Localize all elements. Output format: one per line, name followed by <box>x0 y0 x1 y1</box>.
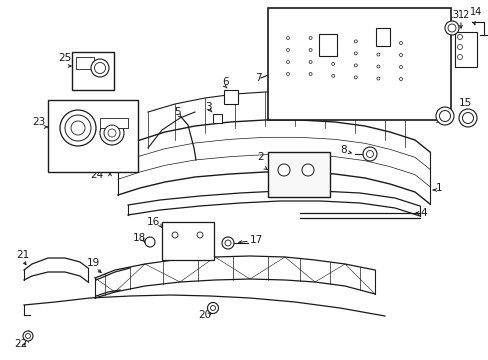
Circle shape <box>71 121 85 135</box>
Text: 14: 14 <box>469 7 481 17</box>
Circle shape <box>331 50 334 53</box>
Text: 18: 18 <box>133 233 146 243</box>
Text: 23: 23 <box>32 117 45 127</box>
Text: 7: 7 <box>254 73 261 83</box>
Circle shape <box>60 110 96 146</box>
Text: 11: 11 <box>436 98 449 108</box>
Circle shape <box>399 41 402 45</box>
Bar <box>76 57 94 69</box>
Circle shape <box>308 49 311 51</box>
Circle shape <box>462 112 472 123</box>
Circle shape <box>376 41 379 44</box>
Circle shape <box>331 62 334 66</box>
Text: 5: 5 <box>174 107 180 117</box>
Circle shape <box>222 237 234 249</box>
Bar <box>100 118 128 128</box>
Circle shape <box>354 52 357 55</box>
Bar <box>162 222 214 260</box>
Bar <box>318 34 336 56</box>
Text: 19: 19 <box>87 258 100 268</box>
Circle shape <box>439 111 449 122</box>
Bar <box>48 100 138 172</box>
Text: 9: 9 <box>297 25 304 35</box>
Text: 12: 12 <box>457 10 469 20</box>
Text: 17: 17 <box>249 235 263 245</box>
Circle shape <box>376 65 379 68</box>
Text: 6: 6 <box>222 77 228 87</box>
Circle shape <box>65 115 91 141</box>
Circle shape <box>362 147 376 161</box>
Text: 15: 15 <box>458 98 471 108</box>
Circle shape <box>399 54 402 57</box>
Circle shape <box>457 35 462 40</box>
Text: 13: 13 <box>446 10 459 20</box>
Circle shape <box>366 150 373 157</box>
Bar <box>213 114 222 123</box>
Text: 20: 20 <box>198 310 211 320</box>
Circle shape <box>94 63 105 73</box>
Circle shape <box>399 77 402 81</box>
Circle shape <box>100 121 124 145</box>
Circle shape <box>376 77 379 80</box>
Circle shape <box>308 60 311 63</box>
Text: 4: 4 <box>419 208 426 218</box>
Circle shape <box>278 164 289 176</box>
Circle shape <box>286 72 289 76</box>
Text: 21: 21 <box>16 250 29 260</box>
Circle shape <box>286 36 289 40</box>
Circle shape <box>444 21 458 35</box>
Circle shape <box>354 64 357 67</box>
Circle shape <box>435 107 453 125</box>
Circle shape <box>224 240 230 246</box>
Circle shape <box>286 49 289 51</box>
Circle shape <box>457 45 462 49</box>
Circle shape <box>25 333 30 338</box>
Circle shape <box>308 36 311 40</box>
Text: 22: 22 <box>14 339 27 349</box>
Text: 8: 8 <box>339 145 346 155</box>
Circle shape <box>457 54 462 59</box>
Circle shape <box>458 109 476 127</box>
Circle shape <box>308 72 311 76</box>
Bar <box>224 90 238 104</box>
Circle shape <box>91 59 109 77</box>
Text: 10: 10 <box>360 22 373 32</box>
Bar <box>267 152 329 197</box>
Circle shape <box>331 75 334 77</box>
Circle shape <box>354 76 357 79</box>
Circle shape <box>172 232 178 238</box>
Text: 24: 24 <box>90 170 103 180</box>
Bar <box>454 32 476 67</box>
Bar <box>267 8 450 120</box>
Circle shape <box>23 331 33 341</box>
Circle shape <box>354 40 357 43</box>
Circle shape <box>302 164 313 176</box>
Circle shape <box>210 306 215 310</box>
Circle shape <box>207 302 218 314</box>
Circle shape <box>104 125 120 141</box>
Circle shape <box>197 232 203 238</box>
Bar <box>72 52 114 90</box>
Text: 25: 25 <box>58 53 71 63</box>
Circle shape <box>286 60 289 63</box>
Bar <box>375 28 389 46</box>
Text: 3: 3 <box>204 102 211 112</box>
Text: 1: 1 <box>435 183 442 193</box>
Circle shape <box>331 39 334 41</box>
Circle shape <box>145 237 155 247</box>
Circle shape <box>108 129 116 137</box>
Circle shape <box>399 66 402 68</box>
Circle shape <box>447 24 455 32</box>
Text: 2: 2 <box>257 152 263 162</box>
Circle shape <box>376 53 379 56</box>
Text: 16: 16 <box>147 217 160 227</box>
